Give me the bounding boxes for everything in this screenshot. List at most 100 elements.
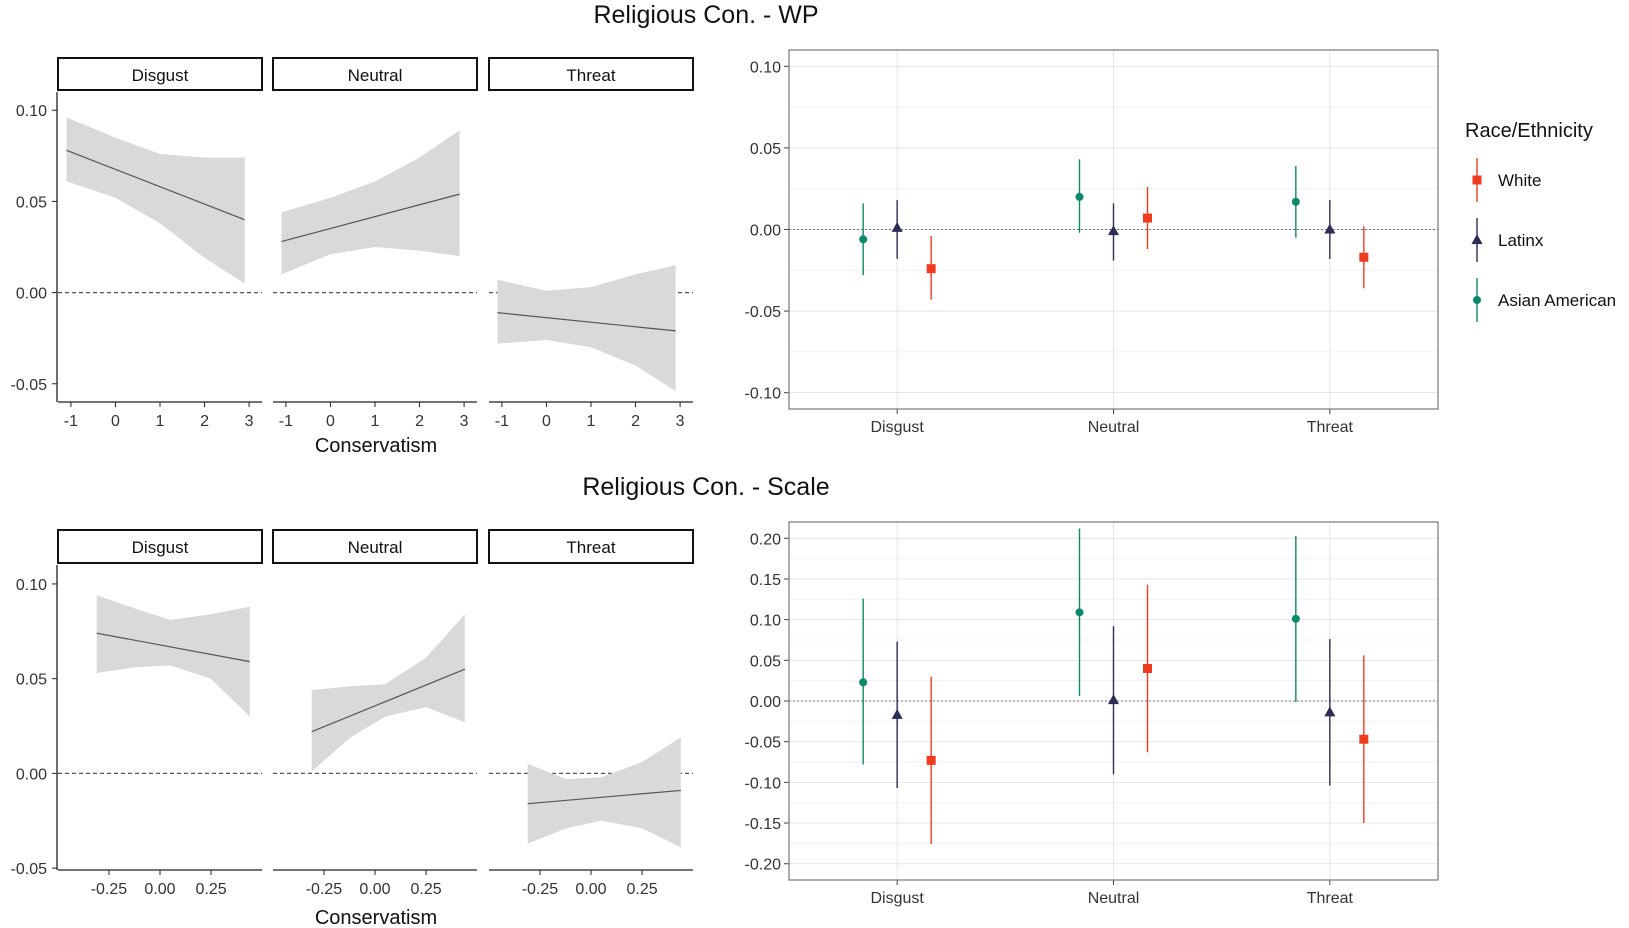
facet-strip-label: Disgust bbox=[132, 66, 189, 85]
section-title-wp: Religious Con. - WP bbox=[593, 1, 818, 29]
panel-border bbox=[788, 49, 1439, 410]
y-tick-label: 0.20 bbox=[750, 531, 781, 548]
scale-x-axis-label: Conservatism bbox=[315, 907, 437, 928]
y-tick-label: 0.00 bbox=[750, 694, 781, 711]
point-marker-triangle bbox=[1108, 225, 1119, 236]
x-tick-label: 3 bbox=[460, 413, 469, 430]
wp-pointrange-chart: 0.10 0.05 0.00 -0.05 -0.10 Disgust Neutral Thre… bbox=[745, 49, 1439, 436]
legend-item-label: Asian American bbox=[1498, 291, 1616, 310]
y-tick-label: 0.15 bbox=[750, 572, 781, 589]
x-tick-label: 0.00 bbox=[575, 881, 606, 898]
point-marker-circle bbox=[859, 678, 868, 687]
confidence-band bbox=[311, 614, 465, 772]
confidence-band bbox=[527, 737, 681, 848]
point-marker-circle bbox=[859, 235, 868, 244]
facet-strip bbox=[57, 57, 263, 91]
x-tick-label: Threat bbox=[1307, 890, 1354, 907]
x-tick-label: Neutral bbox=[1088, 419, 1140, 436]
y-tick-label: 0.00 bbox=[750, 223, 781, 240]
y-tick-label: 0.10 bbox=[16, 577, 47, 594]
scale-facet-chart: 0.10 0.05 0.00 -0.05 Disgust -0.25 0.00 0.25 Neu… bbox=[11, 529, 694, 898]
x-tick-label: -0.25 bbox=[306, 881, 343, 898]
fitted-line bbox=[527, 789, 681, 805]
fitted-line bbox=[311, 668, 466, 733]
x-tick-label: Threat bbox=[1307, 419, 1354, 436]
legend-title: Race/Ethnicity bbox=[1465, 120, 1593, 142]
y-tick-label: 0.05 bbox=[16, 194, 47, 211]
legend-item-label: White bbox=[1498, 171, 1541, 190]
x-tick-label: -0.25 bbox=[91, 881, 128, 898]
fitted-line bbox=[66, 149, 245, 221]
y-tick-label: 0.00 bbox=[16, 286, 47, 303]
panel-border bbox=[788, 521, 1439, 881]
x-tick-label: Neutral bbox=[1088, 890, 1140, 907]
y-tick-label: 0.00 bbox=[16, 766, 47, 783]
x-tick-label: 0 bbox=[542, 413, 551, 430]
confidence-band bbox=[96, 595, 250, 717]
point-marker-circle bbox=[1075, 608, 1084, 617]
y-tick-label: -0.05 bbox=[745, 304, 782, 321]
x-tick-label: 1 bbox=[587, 413, 596, 430]
fitted-line bbox=[96, 632, 250, 663]
x-tick-label: 1 bbox=[371, 413, 380, 430]
y-tick-label: 0.05 bbox=[750, 141, 781, 158]
x-tick-label: Disgust bbox=[870, 890, 924, 907]
x-tick-label: 0.25 bbox=[195, 881, 226, 898]
point-marker-square bbox=[1143, 663, 1152, 673]
facet-strip-label: Threat bbox=[566, 66, 615, 85]
x-tick-label: -1 bbox=[495, 413, 509, 430]
y-tick-label: -0.15 bbox=[745, 816, 782, 833]
facet-strip-label: Neutral bbox=[348, 538, 403, 557]
x-tick-label: 0.00 bbox=[359, 881, 390, 898]
x-tick-label: 2 bbox=[415, 413, 424, 430]
y-tick-label: -0.05 bbox=[745, 735, 782, 752]
x-tick-label: -1 bbox=[279, 413, 293, 430]
y-tick-label: -0.05 bbox=[11, 861, 48, 878]
legend-item-label: Latinx bbox=[1498, 231, 1544, 250]
confidence-band bbox=[281, 130, 460, 275]
scale-pointrange-chart: 0.20 0.15 0.10 0.05 0.00 -0.05 -0.10 -0.15 -0.20… bbox=[745, 521, 1439, 907]
wp-x-axis-label: Conservatism bbox=[315, 435, 437, 457]
x-tick-label: -1 bbox=[64, 413, 78, 430]
legend: Race/Ethnicity White Latinx Asian American bbox=[1465, 120, 1616, 322]
y-tick-label: -0.05 bbox=[11, 377, 48, 394]
confidence-band bbox=[497, 265, 676, 392]
point-marker-triangle bbox=[1324, 706, 1336, 717]
x-tick-label: 0.25 bbox=[410, 881, 441, 898]
x-tick-label: 2 bbox=[631, 413, 640, 430]
x-tick-label: 0.25 bbox=[626, 881, 657, 898]
x-tick-label: Disgust bbox=[870, 419, 924, 436]
y-tick-label: -0.10 bbox=[745, 386, 782, 403]
point-marker-triangle bbox=[1324, 223, 1336, 234]
y-tick-label: 0.10 bbox=[750, 613, 781, 630]
section-title-scale: Religious Con. - Scale bbox=[582, 473, 829, 501]
fitted-line bbox=[281, 193, 460, 243]
point-marker-circle bbox=[1473, 296, 1481, 304]
y-tick-label: 0.10 bbox=[16, 103, 47, 120]
point-marker-square bbox=[926, 264, 936, 274]
x-tick-label: -0.25 bbox=[522, 881, 559, 898]
x-tick-label: 0.00 bbox=[144, 881, 175, 898]
x-tick-label: 3 bbox=[676, 413, 685, 430]
point-marker-circle bbox=[1075, 192, 1084, 201]
point-marker-square bbox=[1359, 734, 1369, 744]
point-marker-triangle bbox=[1108, 694, 1119, 705]
point-marker-square bbox=[1472, 175, 1482, 185]
x-tick-label: 0 bbox=[326, 413, 335, 430]
y-tick-label: 0.05 bbox=[16, 672, 47, 689]
confidence-band bbox=[66, 117, 245, 284]
point-marker-square bbox=[1143, 213, 1152, 223]
facet-strip-label: Neutral bbox=[348, 66, 403, 85]
point-marker-circle bbox=[1291, 614, 1300, 623]
point-marker-square bbox=[926, 755, 936, 765]
y-tick-label: -0.10 bbox=[745, 775, 782, 792]
fitted-line bbox=[497, 312, 676, 332]
facet-strip bbox=[488, 57, 694, 91]
point-marker-triangle bbox=[891, 708, 903, 719]
facet-strip bbox=[272, 57, 478, 91]
facet-strip-label: Disgust bbox=[132, 538, 189, 557]
x-tick-label: 1 bbox=[156, 413, 165, 430]
x-tick-label: 2 bbox=[200, 413, 209, 430]
y-tick-label: 0.10 bbox=[750, 59, 781, 76]
